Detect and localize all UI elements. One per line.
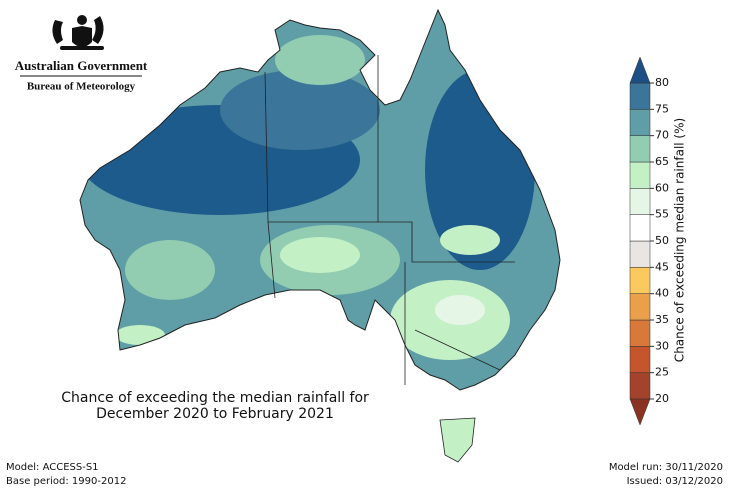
tasmania xyxy=(439,417,476,463)
colorbar-tick-label: 50 xyxy=(655,234,669,247)
colorbar-bin xyxy=(629,82,651,110)
colorbar-bin xyxy=(629,135,651,163)
colorbar-tick-label: 55 xyxy=(655,208,669,221)
colorbar-tick-label: 65 xyxy=(655,155,669,168)
colorbar-bin xyxy=(629,109,651,136)
issued: Issued: 03/12/2020 xyxy=(627,476,723,487)
colorbar-under xyxy=(629,398,651,426)
colorbar: 20 25 30 35 40 45 50 55 60 65 70 75 80 xyxy=(629,56,669,426)
bureau-name: Bureau of Meteorology xyxy=(27,81,136,93)
colorbar-tick-label: 40 xyxy=(655,287,669,300)
map-title: Chance of exceeding the median rainfall … xyxy=(61,390,369,406)
model: Model: ACCESS-S1 xyxy=(6,462,99,473)
colorbar-bin xyxy=(629,267,651,294)
colorbar-label: Chance of exceeding median rainfall (%) xyxy=(673,118,687,362)
colorbar-tick-label: 25 xyxy=(655,366,669,379)
base-period: Base period: 1990-2012 xyxy=(6,476,126,487)
colorbar-bin xyxy=(629,161,651,189)
state-borders xyxy=(264,55,515,385)
colorbar-tick-label: 60 xyxy=(655,181,669,194)
colorbar-tick-label: 35 xyxy=(655,313,669,326)
colorbar-tick-label: 30 xyxy=(655,339,669,352)
colorbar-bin xyxy=(629,293,651,321)
map-title: December 2020 to February 2021 xyxy=(96,406,334,422)
model-run: Model run: 30/11/2020 xyxy=(609,462,723,473)
agency-name: Australian Government xyxy=(15,58,148,73)
coat-of-arms xyxy=(52,15,104,50)
colorbar-tick-label: 20 xyxy=(655,392,669,405)
colorbar-tick-label: 45 xyxy=(655,260,669,273)
colorbar-tick-label: 75 xyxy=(655,102,669,115)
colorbar-tick-label: 80 xyxy=(655,76,669,89)
colorbar-bin xyxy=(629,346,651,373)
colorbar-bin xyxy=(629,319,651,347)
colorbar-tick-label: 70 xyxy=(655,129,669,142)
colorbar-bin xyxy=(629,372,651,400)
colorbar-bin xyxy=(629,214,651,242)
colorbar-over xyxy=(629,56,651,84)
colorbar-bin xyxy=(629,240,651,268)
colorbar-bin xyxy=(629,188,651,215)
